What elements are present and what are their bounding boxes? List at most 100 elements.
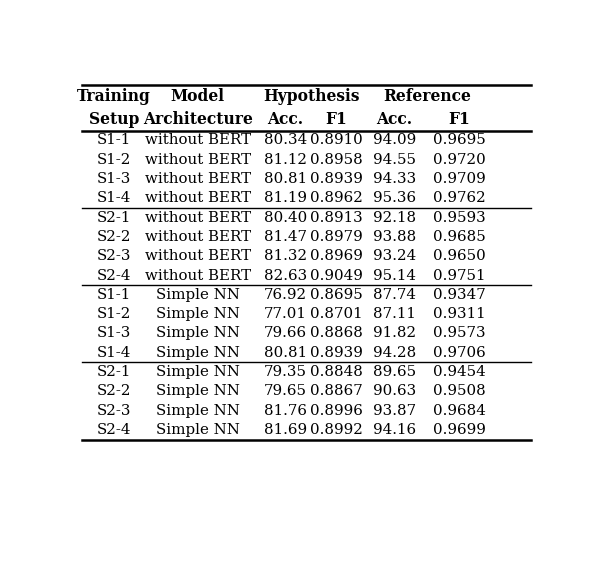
Text: 80.81: 80.81 bbox=[264, 346, 307, 360]
Text: 0.9709: 0.9709 bbox=[433, 172, 486, 186]
Text: without BERT: without BERT bbox=[145, 249, 251, 263]
Text: 94.09: 94.09 bbox=[373, 133, 416, 148]
Text: 82.63: 82.63 bbox=[264, 268, 307, 283]
Text: S1-3: S1-3 bbox=[97, 327, 132, 340]
Text: 81.69: 81.69 bbox=[264, 423, 307, 437]
Text: S1-2: S1-2 bbox=[97, 153, 132, 166]
Text: Acc.: Acc. bbox=[267, 111, 304, 128]
Text: S1-1: S1-1 bbox=[97, 288, 132, 302]
Text: 81.76: 81.76 bbox=[264, 404, 307, 418]
Text: 92.18: 92.18 bbox=[373, 211, 416, 225]
Text: 0.9685: 0.9685 bbox=[433, 230, 486, 244]
Text: 0.8848: 0.8848 bbox=[310, 365, 363, 379]
Text: Simple NN: Simple NN bbox=[155, 346, 240, 360]
Text: 0.8939: 0.8939 bbox=[310, 346, 363, 360]
Text: 90.63: 90.63 bbox=[373, 384, 416, 398]
Text: 80.40: 80.40 bbox=[264, 211, 307, 225]
Text: Hypothesis: Hypothesis bbox=[263, 88, 359, 105]
Text: Reference: Reference bbox=[383, 88, 471, 105]
Text: without BERT: without BERT bbox=[145, 172, 251, 186]
Text: 0.8992: 0.8992 bbox=[310, 423, 363, 437]
Text: Simple NN: Simple NN bbox=[155, 307, 240, 321]
Text: 81.12: 81.12 bbox=[264, 153, 307, 166]
Text: S1-1: S1-1 bbox=[97, 133, 132, 148]
Text: 81.47: 81.47 bbox=[264, 230, 307, 244]
Text: without BERT: without BERT bbox=[145, 133, 251, 148]
Text: S2-1: S2-1 bbox=[97, 211, 132, 225]
Text: 0.9049: 0.9049 bbox=[310, 268, 363, 283]
Text: 79.65: 79.65 bbox=[264, 384, 307, 398]
Text: 0.9347: 0.9347 bbox=[433, 288, 486, 302]
Text: S1-2: S1-2 bbox=[97, 307, 132, 321]
Text: Architecture: Architecture bbox=[143, 111, 252, 128]
Text: 0.9508: 0.9508 bbox=[433, 384, 486, 398]
Text: S2-3: S2-3 bbox=[97, 249, 132, 263]
Text: 77.01: 77.01 bbox=[264, 307, 307, 321]
Text: S2-2: S2-2 bbox=[97, 230, 132, 244]
Text: 87.11: 87.11 bbox=[373, 307, 416, 321]
Text: 81.19: 81.19 bbox=[264, 192, 307, 205]
Text: 0.8913: 0.8913 bbox=[310, 211, 363, 225]
Text: 87.74: 87.74 bbox=[373, 288, 416, 302]
Text: 95.36: 95.36 bbox=[373, 192, 416, 205]
Text: F1: F1 bbox=[448, 111, 470, 128]
Text: S2-2: S2-2 bbox=[97, 384, 132, 398]
Text: 0.8868: 0.8868 bbox=[310, 327, 363, 340]
Text: 94.28: 94.28 bbox=[373, 346, 416, 360]
Text: 0.9684: 0.9684 bbox=[433, 404, 486, 418]
Text: 81.32: 81.32 bbox=[264, 249, 307, 263]
Text: 76.92: 76.92 bbox=[264, 288, 307, 302]
Text: 80.81: 80.81 bbox=[264, 172, 307, 186]
Text: without BERT: without BERT bbox=[145, 268, 251, 283]
Text: Simple NN: Simple NN bbox=[155, 384, 240, 398]
Text: 0.9593: 0.9593 bbox=[433, 211, 486, 225]
Text: 0.9650: 0.9650 bbox=[433, 249, 486, 263]
Text: 0.9699: 0.9699 bbox=[433, 423, 486, 437]
Text: 0.9311: 0.9311 bbox=[433, 307, 486, 321]
Text: Acc.: Acc. bbox=[377, 111, 413, 128]
Text: 0.9573: 0.9573 bbox=[433, 327, 486, 340]
Text: 0.9751: 0.9751 bbox=[433, 268, 486, 283]
Text: 91.82: 91.82 bbox=[373, 327, 416, 340]
Text: 0.9720: 0.9720 bbox=[433, 153, 486, 166]
Text: 0.8979: 0.8979 bbox=[310, 230, 363, 244]
Text: 93.88: 93.88 bbox=[373, 230, 416, 244]
Text: 0.8701: 0.8701 bbox=[310, 307, 363, 321]
Text: Simple NN: Simple NN bbox=[155, 423, 240, 437]
Text: S2-1: S2-1 bbox=[97, 365, 132, 379]
Text: 0.8958: 0.8958 bbox=[310, 153, 363, 166]
Text: Model: Model bbox=[170, 88, 225, 105]
Text: 0.8939: 0.8939 bbox=[310, 172, 363, 186]
Text: 0.8996: 0.8996 bbox=[310, 404, 363, 418]
Text: without BERT: without BERT bbox=[145, 230, 251, 244]
Text: 95.14: 95.14 bbox=[373, 268, 416, 283]
Text: 93.24: 93.24 bbox=[373, 249, 416, 263]
Text: 79.66: 79.66 bbox=[264, 327, 307, 340]
Text: 0.8867: 0.8867 bbox=[310, 384, 363, 398]
Text: S2-4: S2-4 bbox=[97, 423, 132, 437]
Text: 0.8910: 0.8910 bbox=[310, 133, 363, 148]
Text: 94.55: 94.55 bbox=[373, 153, 416, 166]
Text: without BERT: without BERT bbox=[145, 211, 251, 225]
Text: S1-4: S1-4 bbox=[97, 192, 132, 205]
Text: 80.34: 80.34 bbox=[264, 133, 307, 148]
Text: 79.35: 79.35 bbox=[264, 365, 307, 379]
Text: 0.8962: 0.8962 bbox=[310, 192, 363, 205]
Text: F1: F1 bbox=[326, 111, 347, 128]
Text: 0.9706: 0.9706 bbox=[433, 346, 486, 360]
Text: 94.33: 94.33 bbox=[373, 172, 416, 186]
Text: S2-3: S2-3 bbox=[97, 404, 132, 418]
Text: without BERT: without BERT bbox=[145, 192, 251, 205]
Text: S1-4: S1-4 bbox=[97, 346, 132, 360]
Text: 89.65: 89.65 bbox=[373, 365, 416, 379]
Text: Simple NN: Simple NN bbox=[155, 327, 240, 340]
Text: 0.9454: 0.9454 bbox=[433, 365, 486, 379]
Text: 0.9762: 0.9762 bbox=[433, 192, 486, 205]
Text: 0.9695: 0.9695 bbox=[433, 133, 486, 148]
Text: 93.87: 93.87 bbox=[373, 404, 416, 418]
Text: Simple NN: Simple NN bbox=[155, 365, 240, 379]
Text: S2-4: S2-4 bbox=[97, 268, 132, 283]
Text: Simple NN: Simple NN bbox=[155, 404, 240, 418]
Text: Simple NN: Simple NN bbox=[155, 288, 240, 302]
Text: Training: Training bbox=[77, 88, 151, 105]
